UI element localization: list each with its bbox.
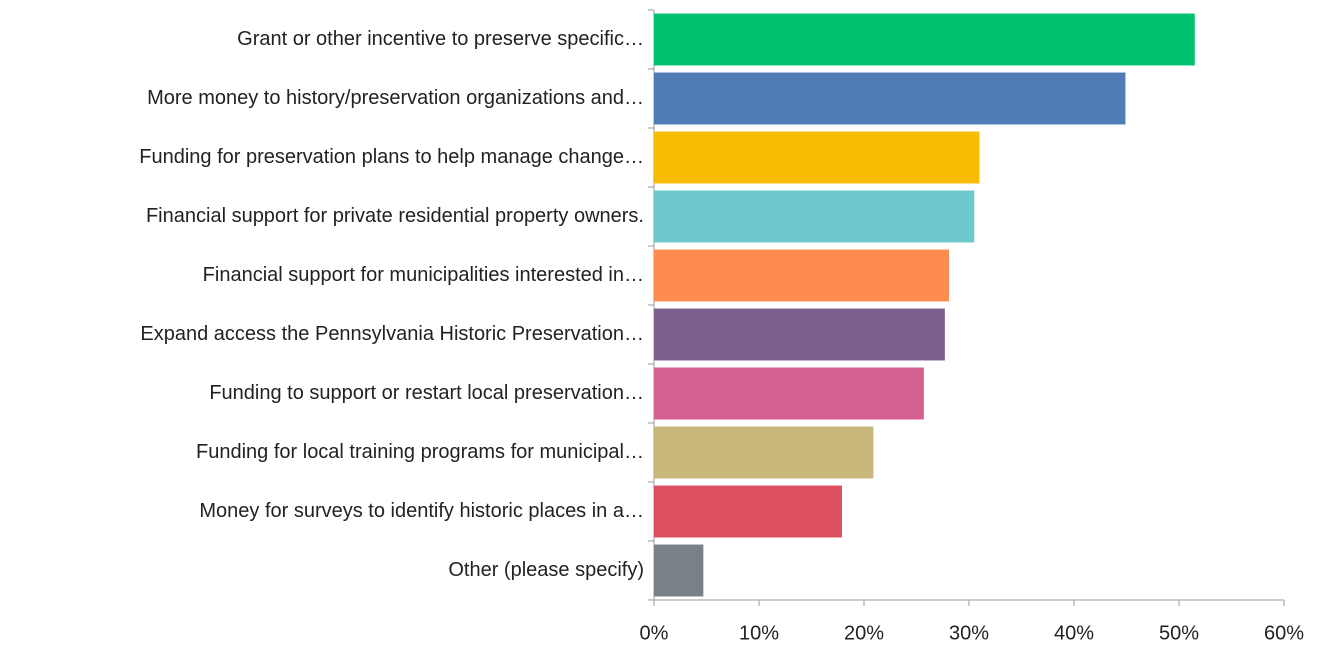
category-label: Financial support for municipalities int… <box>203 264 644 286</box>
bar <box>654 485 842 538</box>
category-label: Funding to support or restart local pres… <box>209 382 644 404</box>
bar <box>654 72 1126 125</box>
x-tick-label: 60% <box>1264 622 1304 644</box>
category-label: Funding for preservation plans to help m… <box>139 146 644 168</box>
category-label: Expand access the Pennsylvania Historic … <box>140 323 644 345</box>
category-label: Grant or other incentive to preserve spe… <box>237 28 644 50</box>
x-tick-label: 30% <box>949 622 989 644</box>
category-label: Funding for local training programs for … <box>196 441 644 463</box>
bar <box>654 367 924 420</box>
x-tick-label: 50% <box>1159 622 1199 644</box>
x-tick-label: 0% <box>640 622 669 644</box>
x-tick-label: 40% <box>1054 622 1094 644</box>
bar <box>654 131 980 184</box>
bar <box>654 190 975 243</box>
category-label: More money to history/preservation organ… <box>147 87 644 109</box>
x-tick-label: 20% <box>844 622 884 644</box>
category-label: Financial support for private residentia… <box>146 205 644 227</box>
bar <box>654 308 945 361</box>
bar <box>654 249 950 302</box>
bar <box>654 426 874 479</box>
category-label: Money for surveys to identify historic p… <box>199 500 644 522</box>
x-tick-label: 10% <box>739 622 779 644</box>
bar <box>654 13 1195 66</box>
bar <box>654 544 704 597</box>
category-label: Other (please specify) <box>448 559 644 581</box>
